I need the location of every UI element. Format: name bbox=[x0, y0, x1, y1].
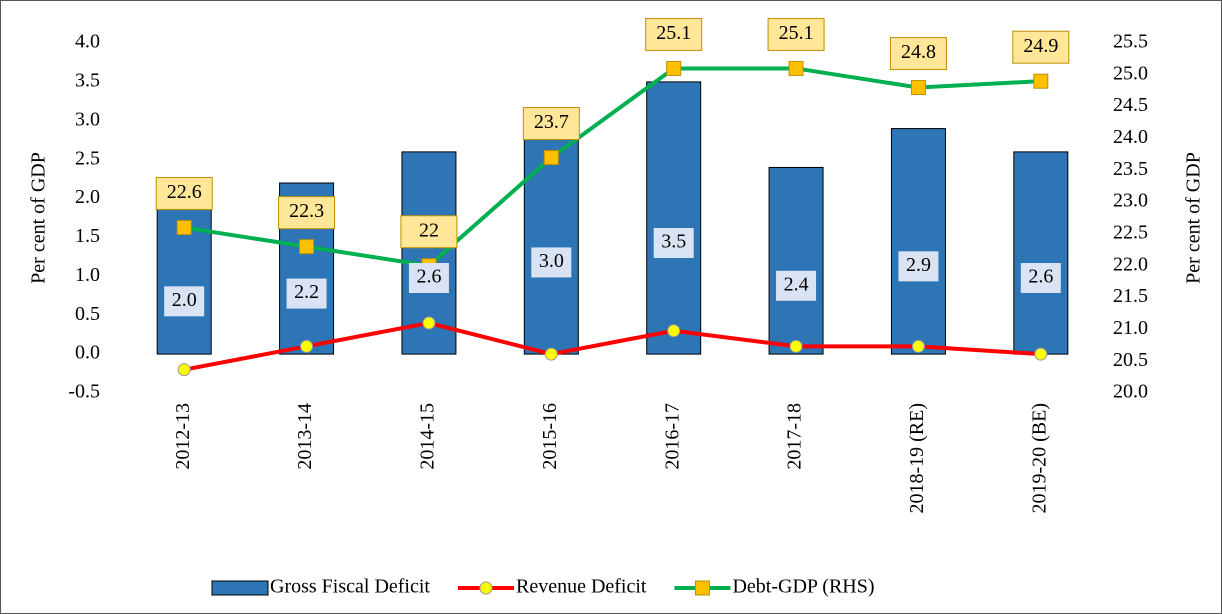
y2-tick-label: 24.5 bbox=[1113, 94, 1148, 116]
y2-tick-label: 20.0 bbox=[1113, 381, 1148, 403]
data-label: 2.0 bbox=[172, 289, 197, 311]
x-tick-label: 2017-18 bbox=[784, 403, 806, 470]
bar bbox=[1013, 151, 1069, 355]
y2-tick-label: 21.5 bbox=[1113, 285, 1148, 307]
y2-tick-label: 23.0 bbox=[1113, 190, 1148, 212]
data-label: 24.8 bbox=[901, 41, 936, 63]
data-label: 25.1 bbox=[656, 22, 691, 44]
y2-axis-label: Per cent of GDP bbox=[1183, 152, 1205, 284]
data-label: 2.9 bbox=[906, 254, 931, 276]
y2-tick-label: 22.0 bbox=[1113, 253, 1148, 275]
y2-tick-label: 24.0 bbox=[1113, 126, 1148, 148]
marker bbox=[789, 339, 803, 353]
marker bbox=[667, 324, 681, 338]
marker bbox=[422, 316, 436, 330]
y-tick-label: 2.0 bbox=[75, 186, 100, 208]
data-label: 24.9 bbox=[1023, 35, 1058, 57]
marker bbox=[788, 60, 804, 76]
marker bbox=[911, 339, 925, 353]
x-tick-label: 2013-14 bbox=[294, 403, 316, 470]
x-tick-label: 2016-17 bbox=[661, 403, 683, 470]
y2-tick-label: 25.0 bbox=[1113, 62, 1148, 84]
y-axis-label: Per cent of GDP bbox=[28, 152, 50, 284]
marker bbox=[544, 347, 558, 361]
legend-swatch bbox=[211, 580, 269, 596]
x-tick-label: 2015-16 bbox=[539, 403, 561, 470]
data-label-box bbox=[776, 270, 817, 301]
y-tick-label: 1.0 bbox=[75, 264, 100, 286]
data-label: 2.4 bbox=[784, 273, 809, 295]
y-tick-label: 4.0 bbox=[75, 31, 100, 53]
x-tick-label: 2012-13 bbox=[172, 403, 194, 470]
data-label-box bbox=[898, 251, 939, 282]
marker bbox=[177, 363, 191, 377]
legend-marker bbox=[479, 581, 493, 595]
data-label-box bbox=[645, 17, 703, 51]
data-label-box bbox=[155, 177, 213, 211]
y-tick-label: 3.0 bbox=[75, 108, 100, 130]
y2-tick-label: 20.5 bbox=[1113, 349, 1148, 371]
bar bbox=[646, 81, 702, 355]
marker bbox=[543, 150, 559, 166]
y2-tick-label: 21.0 bbox=[1113, 317, 1148, 339]
data-label-box bbox=[408, 263, 449, 293]
data-label: 22.3 bbox=[289, 200, 324, 222]
legend-label: Revenue Deficit bbox=[516, 576, 647, 598]
y2-tick-label: 22.5 bbox=[1113, 222, 1148, 244]
data-label-box bbox=[889, 37, 947, 71]
marker bbox=[1034, 347, 1048, 361]
data-label: 22 bbox=[419, 219, 439, 241]
line bbox=[183, 66, 1041, 268]
y-tick-label: 3.5 bbox=[75, 69, 100, 91]
legend-label: Debt-GDP (RHS) bbox=[732, 576, 874, 598]
data-label: 23.7 bbox=[534, 111, 569, 133]
data-label: 3.5 bbox=[661, 231, 686, 253]
data-label-box bbox=[400, 215, 458, 249]
marker bbox=[299, 239, 315, 255]
data-label-box bbox=[522, 107, 580, 141]
x-tick-label: 2018-19 (RE) bbox=[906, 403, 928, 514]
data-label: 3.0 bbox=[539, 250, 564, 272]
marker bbox=[1033, 73, 1049, 89]
data-label: 2.6 bbox=[1028, 266, 1053, 288]
x-tick-label: 2019-20 (BE) bbox=[1028, 403, 1050, 514]
marker bbox=[176, 220, 192, 236]
marker bbox=[910, 80, 926, 96]
legend-marker bbox=[694, 580, 710, 596]
y-tick-label: 0.5 bbox=[75, 303, 100, 325]
marker bbox=[666, 60, 682, 76]
bar bbox=[890, 128, 946, 355]
x-tick-label: 2014-15 bbox=[417, 403, 439, 470]
y2-tick-label: 25.5 bbox=[1113, 31, 1148, 53]
legend-label: Gross Fiscal Deficit bbox=[270, 576, 430, 598]
data-label-box bbox=[278, 196, 336, 230]
marker bbox=[300, 339, 314, 353]
data-label-box bbox=[767, 17, 825, 51]
bar bbox=[768, 166, 824, 355]
data-label-box bbox=[164, 286, 205, 317]
data-label-box bbox=[286, 278, 327, 309]
y-tick-label: -0.5 bbox=[68, 381, 100, 403]
data-label-box bbox=[531, 247, 572, 278]
data-label: 2.6 bbox=[416, 266, 441, 288]
data-label-box bbox=[653, 228, 694, 258]
y2-tick-label: 23.5 bbox=[1113, 158, 1148, 180]
data-label: 2.2 bbox=[294, 281, 319, 303]
data-label-box bbox=[1012, 30, 1070, 64]
y-tick-label: 0.0 bbox=[75, 342, 100, 364]
data-label-box bbox=[1020, 263, 1061, 293]
y-tick-label: 2.5 bbox=[75, 147, 100, 169]
data-label: 22.6 bbox=[167, 181, 202, 203]
data-label: 25.1 bbox=[779, 22, 814, 44]
line bbox=[183, 320, 1041, 372]
y-tick-label: 1.5 bbox=[75, 225, 100, 247]
